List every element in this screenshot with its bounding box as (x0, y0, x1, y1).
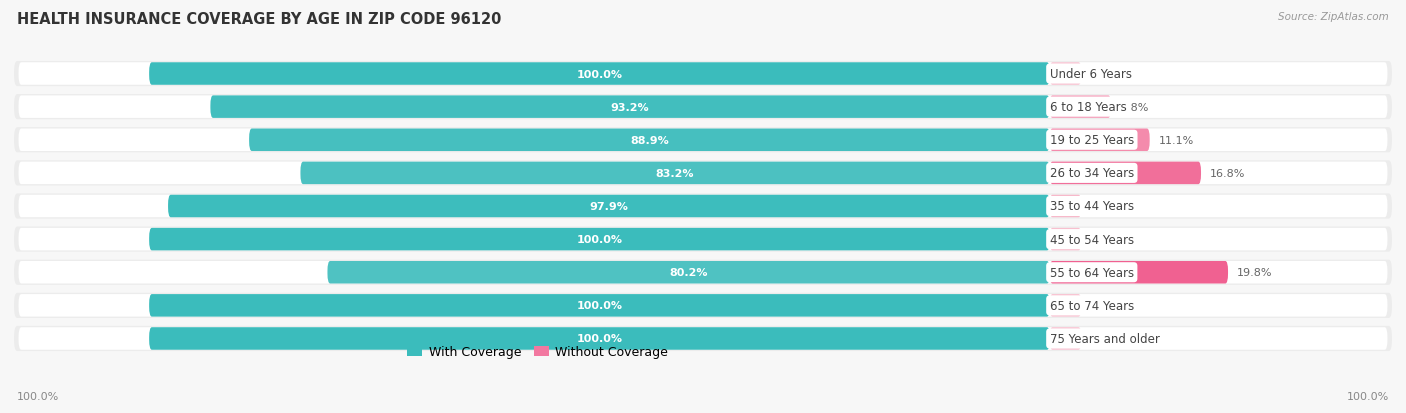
FancyBboxPatch shape (149, 63, 1050, 85)
Legend: With Coverage, Without Coverage: With Coverage, Without Coverage (402, 341, 673, 363)
Text: 19.8%: 19.8% (1237, 268, 1272, 278)
FancyBboxPatch shape (18, 96, 1388, 119)
Text: 0.0%: 0.0% (1088, 69, 1116, 79)
FancyBboxPatch shape (169, 195, 1050, 218)
FancyBboxPatch shape (1050, 96, 1111, 119)
Text: 100.0%: 100.0% (1347, 391, 1389, 401)
FancyBboxPatch shape (14, 62, 1392, 87)
FancyBboxPatch shape (18, 162, 1388, 185)
FancyBboxPatch shape (1050, 261, 1227, 284)
FancyBboxPatch shape (18, 195, 1388, 218)
FancyBboxPatch shape (14, 293, 1392, 318)
FancyBboxPatch shape (18, 261, 1388, 284)
Text: 6 to 18 Years: 6 to 18 Years (1050, 101, 1126, 114)
FancyBboxPatch shape (1050, 195, 1081, 218)
FancyBboxPatch shape (1050, 328, 1081, 350)
FancyBboxPatch shape (14, 95, 1392, 120)
Text: 97.9%: 97.9% (589, 202, 628, 211)
FancyBboxPatch shape (1050, 162, 1201, 185)
Text: 100.0%: 100.0% (576, 69, 623, 79)
Text: 100.0%: 100.0% (576, 235, 623, 244)
FancyBboxPatch shape (249, 129, 1050, 152)
Text: 0.0%: 0.0% (1088, 301, 1116, 311)
Text: 26 to 34 Years: 26 to 34 Years (1050, 167, 1135, 180)
FancyBboxPatch shape (1050, 294, 1081, 317)
Text: 45 to 54 Years: 45 to 54 Years (1050, 233, 1133, 246)
FancyBboxPatch shape (1050, 63, 1081, 85)
Text: Source: ZipAtlas.com: Source: ZipAtlas.com (1278, 12, 1389, 22)
Text: 65 to 74 Years: 65 to 74 Years (1050, 299, 1135, 312)
Text: 16.8%: 16.8% (1211, 169, 1246, 178)
FancyBboxPatch shape (1050, 129, 1150, 152)
Text: 35 to 44 Years: 35 to 44 Years (1050, 200, 1133, 213)
FancyBboxPatch shape (14, 194, 1392, 219)
FancyBboxPatch shape (149, 328, 1050, 350)
Text: 93.2%: 93.2% (610, 102, 650, 112)
FancyBboxPatch shape (301, 162, 1050, 185)
Text: HEALTH INSURANCE COVERAGE BY AGE IN ZIP CODE 96120: HEALTH INSURANCE COVERAGE BY AGE IN ZIP … (17, 12, 502, 27)
Text: 83.2%: 83.2% (655, 169, 695, 178)
FancyBboxPatch shape (18, 63, 1388, 85)
Text: 11.1%: 11.1% (1159, 135, 1194, 145)
Text: 75 Years and older: 75 Years and older (1050, 332, 1160, 345)
FancyBboxPatch shape (18, 294, 1388, 317)
FancyBboxPatch shape (14, 227, 1392, 252)
Text: Under 6 Years: Under 6 Years (1050, 68, 1132, 81)
FancyBboxPatch shape (14, 326, 1392, 351)
FancyBboxPatch shape (1050, 228, 1081, 251)
FancyBboxPatch shape (18, 228, 1388, 251)
Text: 0.0%: 0.0% (1088, 334, 1116, 344)
FancyBboxPatch shape (149, 294, 1050, 317)
FancyBboxPatch shape (14, 260, 1392, 285)
Text: 100.0%: 100.0% (576, 301, 623, 311)
Text: 0.0%: 0.0% (1088, 235, 1116, 244)
Text: 2.1%: 2.1% (1077, 202, 1107, 211)
FancyBboxPatch shape (211, 96, 1050, 119)
Text: 88.9%: 88.9% (630, 135, 669, 145)
Text: 100.0%: 100.0% (17, 391, 59, 401)
Text: 80.2%: 80.2% (669, 268, 707, 278)
Text: 19 to 25 Years: 19 to 25 Years (1050, 134, 1135, 147)
FancyBboxPatch shape (18, 129, 1388, 152)
FancyBboxPatch shape (328, 261, 1050, 284)
FancyBboxPatch shape (14, 128, 1392, 153)
Text: 55 to 64 Years: 55 to 64 Years (1050, 266, 1133, 279)
Text: 6.8%: 6.8% (1121, 102, 1149, 112)
FancyBboxPatch shape (18, 328, 1388, 350)
FancyBboxPatch shape (14, 161, 1392, 186)
FancyBboxPatch shape (149, 228, 1050, 251)
Text: 100.0%: 100.0% (576, 334, 623, 344)
